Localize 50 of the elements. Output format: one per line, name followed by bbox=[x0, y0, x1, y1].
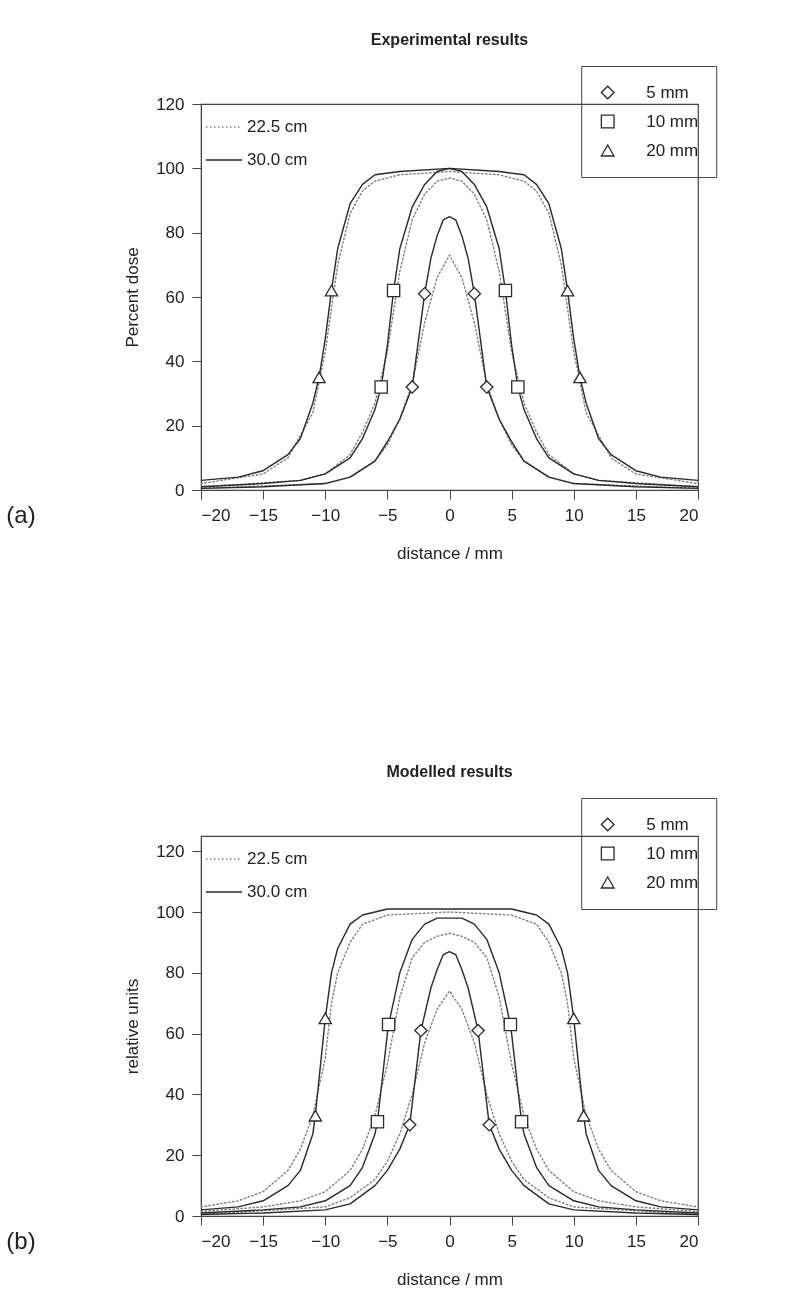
y-axis-title: relative units bbox=[123, 978, 143, 1075]
legend-label: 5 mm bbox=[646, 82, 689, 102]
chart-title: Experimental results bbox=[370, 30, 529, 48]
y-tick-label: 120 bbox=[156, 841, 185, 861]
x-axis-title: distance / mm bbox=[397, 1269, 503, 1289]
legend-label: 30.0 cm bbox=[247, 882, 308, 901]
y-tick-label: 20 bbox=[165, 416, 185, 436]
x-tick-label: 15 bbox=[626, 505, 646, 525]
x-tick-label: −20 bbox=[201, 1231, 231, 1251]
y-tick-label: 20 bbox=[165, 1145, 185, 1165]
legend-label: 20 mm bbox=[646, 140, 699, 160]
x-tick-label: 5 bbox=[507, 505, 517, 525]
y-tick-label: 60 bbox=[165, 287, 185, 307]
y-axis-title: Percent dose bbox=[123, 247, 143, 348]
x-tick-label: −15 bbox=[249, 505, 279, 525]
y-tick-label: 40 bbox=[165, 1084, 185, 1104]
y-tick-label: 100 bbox=[156, 902, 185, 922]
legend-label: 20 mm bbox=[646, 872, 699, 892]
x-tick-label: 10 bbox=[564, 505, 584, 525]
y-tick-label: 40 bbox=[165, 351, 185, 371]
x-tick-label: 0 bbox=[445, 1231, 455, 1251]
legend-label: 22.5 cm bbox=[247, 117, 308, 136]
x-tick-label: 20 bbox=[679, 1231, 699, 1251]
x-axis-title: distance / mm bbox=[397, 543, 503, 563]
legend-label: 30.0 cm bbox=[247, 150, 308, 169]
y-tick-label: 120 bbox=[156, 94, 185, 114]
x-tick-label: −20 bbox=[201, 505, 231, 525]
legend-label: 22.5 cm bbox=[247, 849, 308, 868]
x-tick-label: 0 bbox=[445, 505, 455, 525]
x-tick-label: 15 bbox=[626, 1231, 646, 1251]
y-tick-label: 80 bbox=[165, 963, 185, 983]
y-tick-label: 0 bbox=[175, 480, 185, 500]
legend-label: 10 mm bbox=[646, 843, 699, 863]
y-tick-label: 60 bbox=[165, 1024, 185, 1044]
x-tick-label: −15 bbox=[249, 1231, 279, 1251]
x-tick-label: −5 bbox=[378, 505, 398, 525]
text: (b) bbox=[6, 1227, 36, 1254]
x-tick-label: −10 bbox=[311, 1231, 341, 1251]
y-tick-label: 0 bbox=[175, 1206, 185, 1226]
y-tick-label: 100 bbox=[156, 158, 185, 178]
chart-title: Modelled results bbox=[386, 762, 513, 780]
x-tick-label: 5 bbox=[507, 1231, 517, 1251]
x-tick-label: −5 bbox=[378, 1231, 398, 1251]
legend-label: 10 mm bbox=[646, 111, 699, 131]
x-tick-label: −10 bbox=[311, 505, 341, 525]
text: (a) bbox=[6, 501, 36, 528]
x-tick-label: 20 bbox=[679, 505, 699, 525]
legend-label: 5 mm bbox=[646, 814, 689, 834]
y-tick-label: 80 bbox=[165, 223, 185, 243]
x-tick-label: 10 bbox=[564, 1231, 584, 1251]
